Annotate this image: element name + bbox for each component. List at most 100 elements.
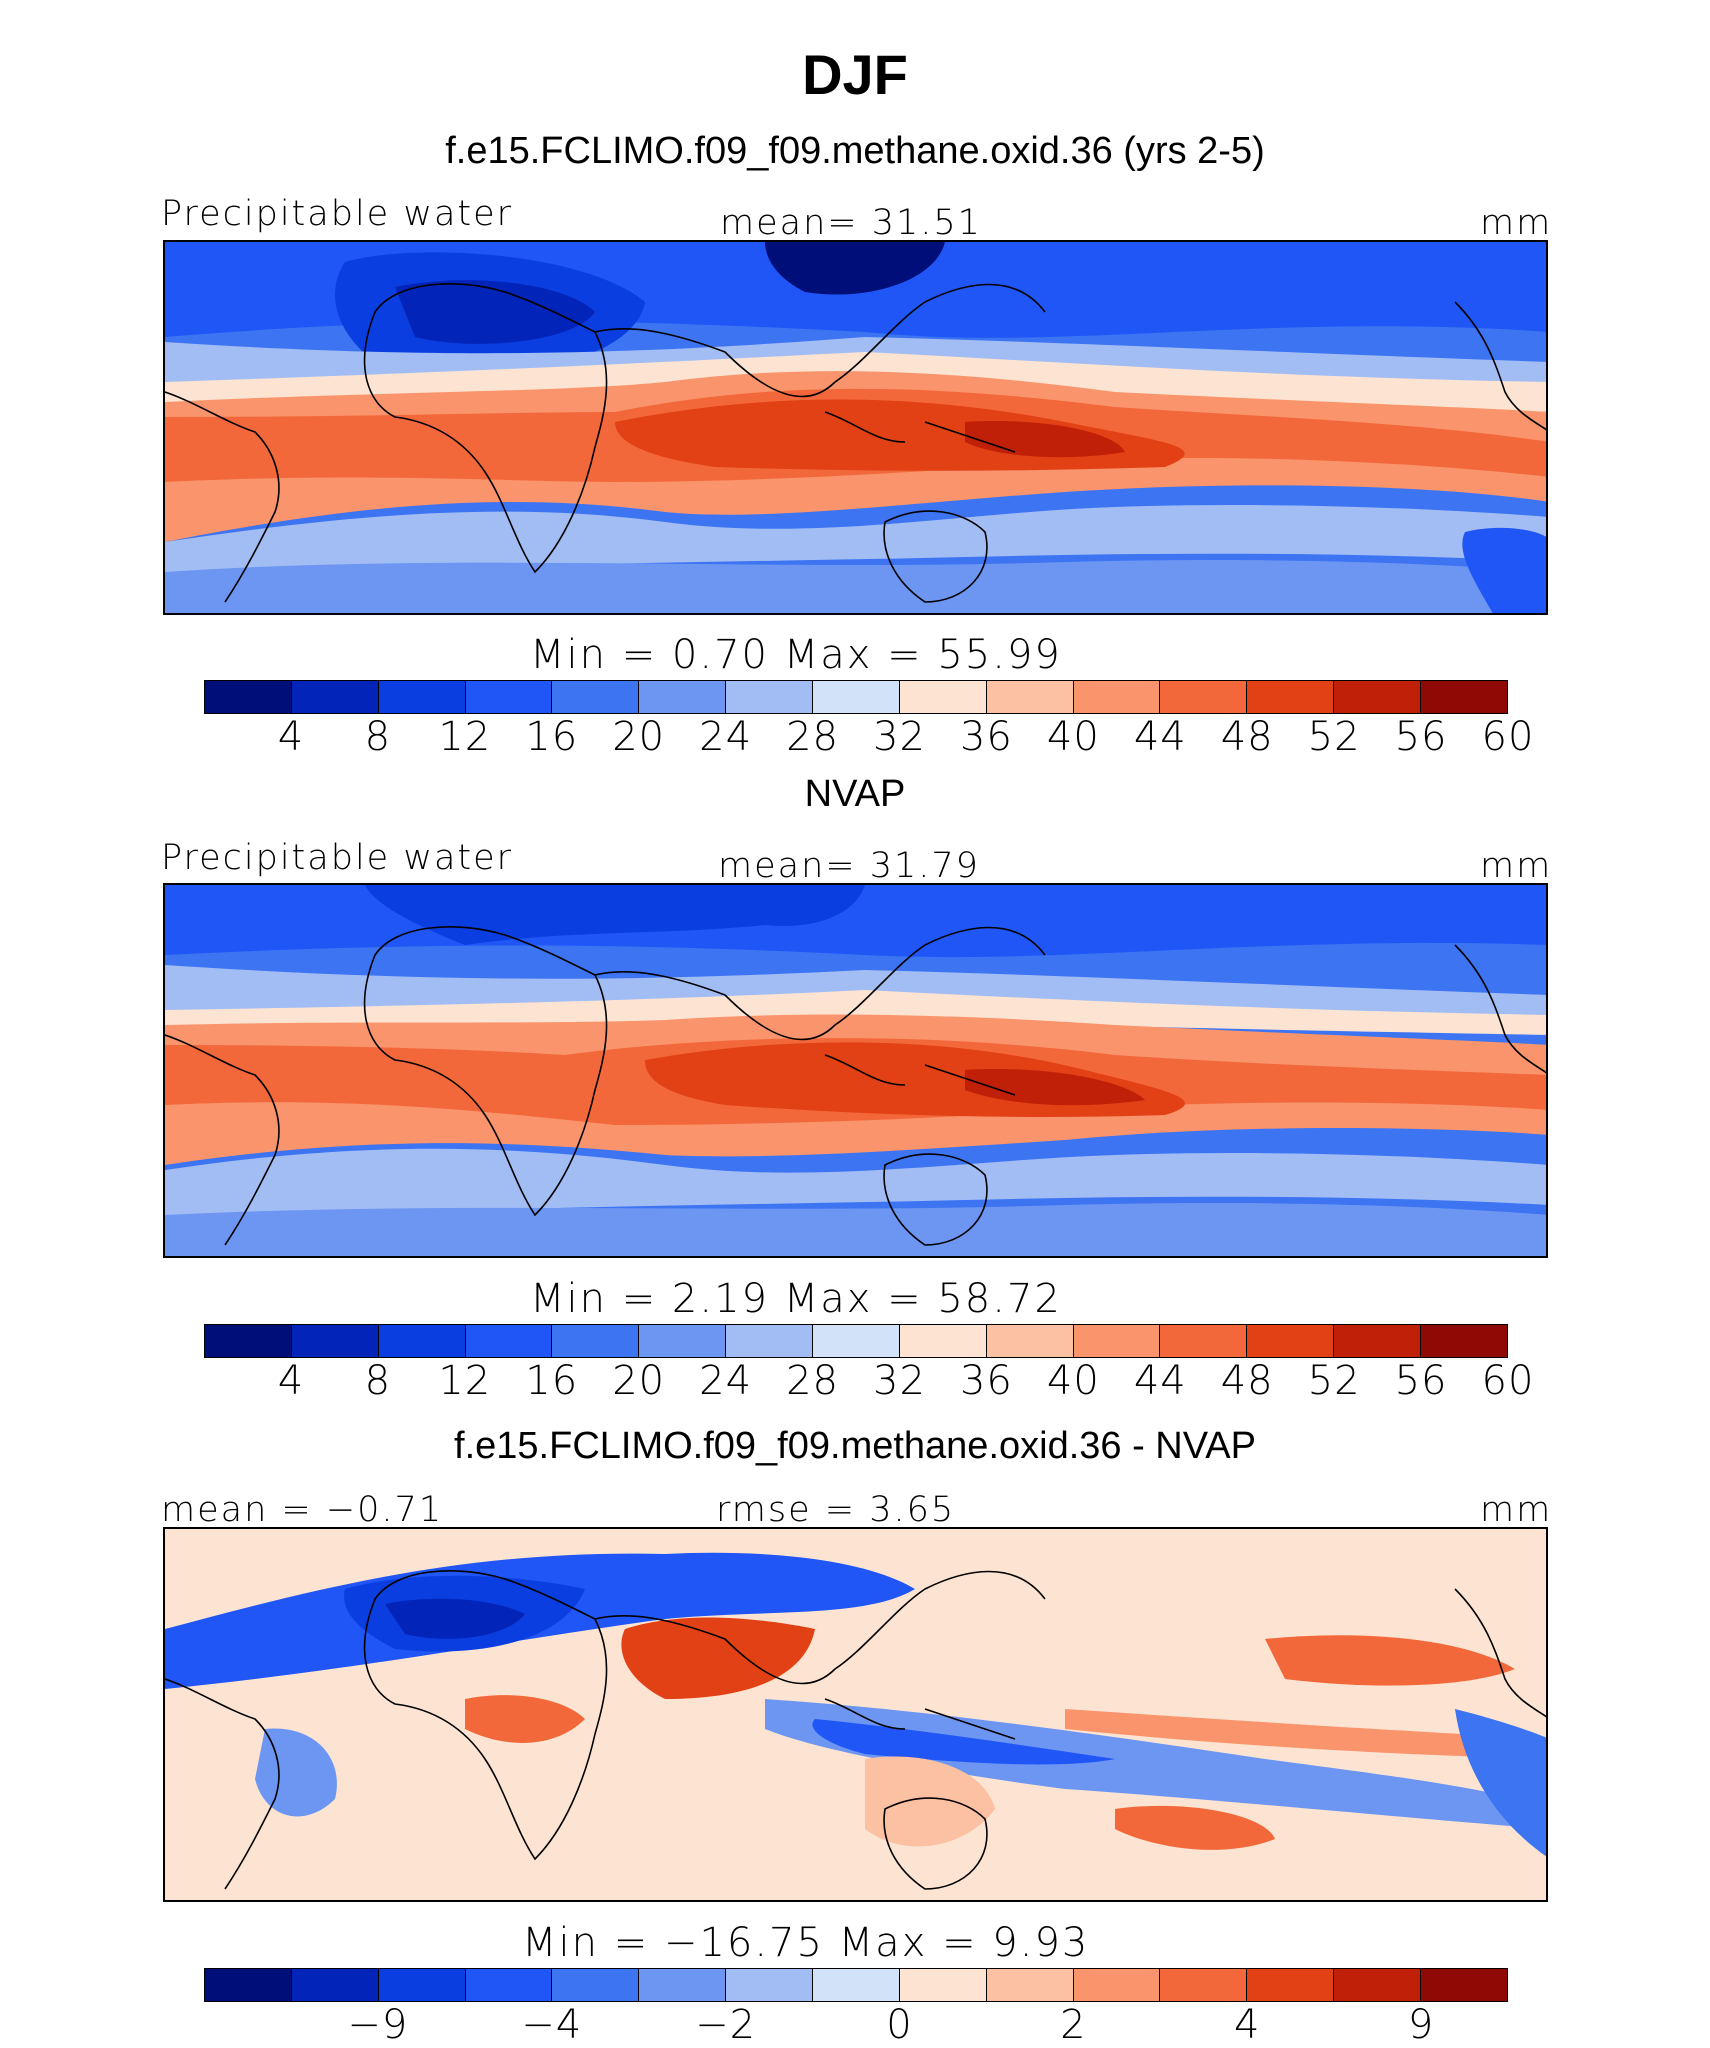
colorbar-cell xyxy=(552,1969,640,2001)
colorbar-tick-label: 4 xyxy=(277,1358,305,1404)
field-band-south-pacific xyxy=(1115,1805,1275,1850)
colorbar-tick-label: 12 xyxy=(438,1358,492,1404)
colorbar-tick-label: 32 xyxy=(873,714,926,760)
field-band-sahara xyxy=(365,885,865,945)
field-band-spcz-dry xyxy=(765,1699,1546,1829)
colorbar-cell xyxy=(726,1969,814,2001)
panel-3-stats: Min = −16.75 Max = 9.93 xyxy=(522,1920,1090,1966)
colorbar-cell xyxy=(1160,1325,1248,1357)
panel-2-units-label: mm xyxy=(1480,846,1553,886)
field-band-australia xyxy=(865,1756,995,1847)
colorbar-tick-label: 24 xyxy=(699,714,753,760)
colorbar-cell xyxy=(639,681,727,713)
colorbar-cell xyxy=(813,1969,900,2001)
field-band-sahara-core xyxy=(385,1598,525,1639)
colorbar-cell xyxy=(1073,1969,1161,2001)
colorbar-cell xyxy=(813,681,900,713)
colorbar-tick-label: 24 xyxy=(699,1358,753,1404)
colorbar-tick-label: 36 xyxy=(959,1358,1013,1404)
panel-2-colorbar xyxy=(204,1324,1508,1358)
colorbar-tick-label: −2 xyxy=(695,2002,757,2048)
colorbar-tick-label: 56 xyxy=(1394,714,1448,760)
panel-1-stats: Min = 0.70 Max = 55.99 xyxy=(530,632,1062,678)
field-band-maritime-dry xyxy=(812,1719,1115,1765)
field-band-warm-pool-core xyxy=(965,1069,1145,1106)
colorbar-cell xyxy=(1160,1969,1248,2001)
panel-2-mean-label: mean= 31.79 xyxy=(718,846,980,886)
colorbar-tick-label: 40 xyxy=(1046,714,1100,760)
colorbar-cell xyxy=(1247,681,1335,713)
field-band-south xyxy=(165,560,1546,613)
colorbar-tick-label: 52 xyxy=(1307,1358,1361,1404)
colorbar-tick-label: 12 xyxy=(438,714,492,760)
colorbar-cell xyxy=(205,1969,292,2001)
panel-3-rmse-label: rmse = 3.65 xyxy=(716,1490,956,1530)
colorbar-cell xyxy=(465,1969,553,2001)
colorbar-cell xyxy=(205,1325,292,1357)
colorbar-tick-label: 28 xyxy=(786,714,839,760)
panel-1-variable-label: Precipitable water xyxy=(161,194,514,234)
colorbar-cell xyxy=(726,1325,814,1357)
field-band-sahara-core xyxy=(395,280,595,344)
colorbar-cell xyxy=(986,1969,1074,2001)
panel-3-title: f.e15.FCLIMO.f09_f09.methane.oxid.36 - N… xyxy=(454,1425,1256,1467)
field-band-east-pacific xyxy=(1065,1709,1546,1759)
colorbar-cell xyxy=(1247,1969,1335,2001)
colorbar-tick-label: −4 xyxy=(521,2002,583,2048)
colorbar-cell xyxy=(1160,681,1248,713)
colorbar-cell xyxy=(639,1969,727,2001)
colorbar-cell xyxy=(1073,681,1161,713)
coastlines xyxy=(165,1570,1546,1890)
field-band-congo xyxy=(465,1695,585,1743)
colorbar-cell xyxy=(378,1325,466,1357)
colorbar-tick-label: 20 xyxy=(612,1358,666,1404)
panel-1-units-label: mm xyxy=(1480,203,1553,243)
colorbar-tick-label: 52 xyxy=(1307,714,1361,760)
colorbar-cell xyxy=(1334,681,1422,713)
colorbar-cell xyxy=(552,1325,640,1357)
coastlines xyxy=(165,926,1546,1246)
colorbar-cell xyxy=(813,1325,900,1357)
panel-2-map xyxy=(163,883,1548,1258)
colorbar-cell xyxy=(465,681,553,713)
coastlines xyxy=(165,283,1546,603)
colorbar-tick-label: 4 xyxy=(1233,2002,1261,2048)
panel-1-map xyxy=(163,240,1548,615)
colorbar-cell xyxy=(726,681,814,713)
panel-3-mean-label: mean = −0.71 xyxy=(161,1490,444,1530)
panel-1-colorbar xyxy=(204,680,1508,714)
colorbar-cell xyxy=(378,681,466,713)
field-band-arabian-sea xyxy=(621,1617,815,1699)
field-band-southeast xyxy=(1462,527,1546,613)
colorbar-cell xyxy=(378,1969,466,2001)
colorbar-tick-label: 60 xyxy=(1481,1358,1535,1404)
colorbar-tick-label: 48 xyxy=(1220,1358,1274,1404)
colorbar-cell xyxy=(986,681,1074,713)
colorbar-cell xyxy=(1073,1325,1161,1357)
panel-2-heatmap xyxy=(165,885,1546,1256)
colorbar-cell xyxy=(899,1325,987,1357)
colorbar-cell xyxy=(899,1969,987,2001)
colorbar-cell xyxy=(639,1325,727,1357)
colorbar-tick-label: 32 xyxy=(873,1358,926,1404)
colorbar-tick-label: 16 xyxy=(525,714,579,760)
field-band-itcz-wet xyxy=(1265,1635,1515,1686)
field-band-south xyxy=(165,1203,1546,1256)
colorbar-cell xyxy=(1421,1969,1507,2001)
colorbar-cell xyxy=(986,1325,1074,1357)
colorbar-cell xyxy=(899,681,987,713)
colorbar-cell xyxy=(291,681,379,713)
panel-3-heatmap xyxy=(165,1529,1546,1900)
panel-3-colorbar xyxy=(204,1968,1508,2002)
colorbar-tick-label: 44 xyxy=(1133,1358,1187,1404)
colorbar-tick-label: 48 xyxy=(1220,714,1274,760)
colorbar-tick-label: 60 xyxy=(1481,714,1535,760)
colorbar-tick-label: 16 xyxy=(525,1358,579,1404)
colorbar-cell xyxy=(205,681,292,713)
colorbar-tick-label: 36 xyxy=(959,714,1013,760)
colorbar-tick-label: 2 xyxy=(1060,2002,1087,2048)
colorbar-tick-label: 8 xyxy=(364,714,392,760)
colorbar-tick-label: 40 xyxy=(1046,1358,1100,1404)
colorbar-cell xyxy=(291,1325,379,1357)
colorbar-cell xyxy=(1421,1325,1507,1357)
